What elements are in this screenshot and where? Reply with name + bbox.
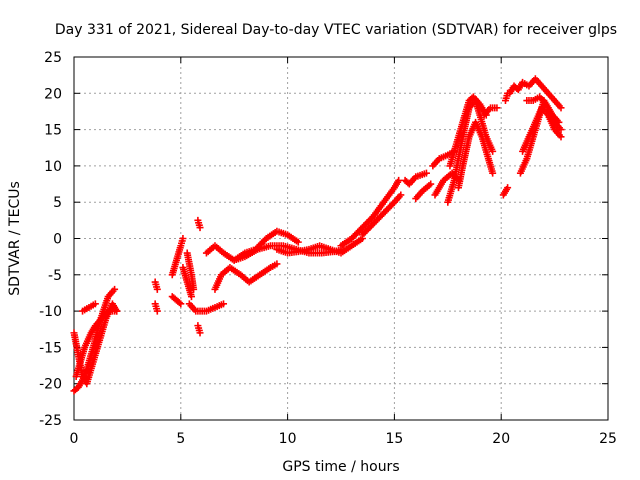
data-point-marker — [395, 176, 403, 184]
x-tick-label: 15 — [385, 431, 403, 447]
data-point-marker — [196, 329, 204, 337]
x-axis-label: GPS time / hours — [282, 459, 399, 475]
x-tick-label: 0 — [70, 431, 79, 447]
y-tick-label: 0 — [53, 232, 62, 248]
x-tick-label: 10 — [279, 431, 297, 447]
data-point-marker — [273, 260, 281, 268]
data-point-marker — [555, 118, 563, 126]
y-tick-label: -25 — [39, 413, 62, 429]
y-tick-label: -15 — [39, 340, 62, 356]
data-point-marker — [427, 180, 435, 188]
data-point-marker — [220, 300, 228, 308]
y-axis-label: SDTVAR / TECUs — [7, 181, 23, 296]
data-points — [70, 75, 565, 395]
data-point-marker — [504, 89, 512, 97]
data-point-marker — [557, 104, 565, 112]
data-point-marker — [190, 285, 198, 293]
x-tick-label: 20 — [492, 431, 510, 447]
x-tick-label: 25 — [599, 431, 617, 447]
data-point-marker — [153, 307, 161, 315]
data-point-marker — [177, 300, 185, 308]
data-point-marker — [196, 224, 204, 232]
y-tick-label: -5 — [48, 268, 62, 284]
data-point-marker — [557, 133, 565, 141]
data-point-marker — [489, 147, 497, 155]
data-point-marker — [422, 169, 430, 177]
y-tick-label: -10 — [39, 304, 62, 320]
data-point-marker — [493, 104, 501, 112]
y-tick-label: 10 — [44, 159, 62, 175]
grid-lines — [74, 57, 608, 420]
y-tick-label: 20 — [44, 86, 62, 102]
axis-ticks: 0 5 10 15 20 25 -25 -20 -15 -10 -5 0 5 10 15 20 25 — [39, 50, 617, 447]
data-point-marker — [179, 235, 187, 242]
x-tick-label: 5 — [176, 431, 185, 447]
data-point-marker — [489, 169, 497, 177]
data-point-marker — [91, 300, 99, 308]
y-tick-label: 5 — [53, 195, 62, 211]
data-point-marker — [175, 299, 183, 307]
data-point-marker — [397, 191, 405, 199]
chart-title: Day 331 of 2021, Sidereal Day-to-day VTE… — [55, 22, 617, 38]
y-tick-label: 15 — [44, 123, 62, 139]
data-point-marker — [113, 307, 121, 315]
data-point-marker — [294, 238, 302, 246]
data-point-marker — [187, 293, 195, 301]
data-point-marker — [557, 126, 565, 134]
data-point-marker — [111, 285, 119, 293]
data-point-marker — [504, 184, 512, 192]
data-point-marker — [153, 285, 161, 293]
y-tick-label: -20 — [39, 377, 62, 393]
y-tick-label: 25 — [44, 50, 62, 66]
